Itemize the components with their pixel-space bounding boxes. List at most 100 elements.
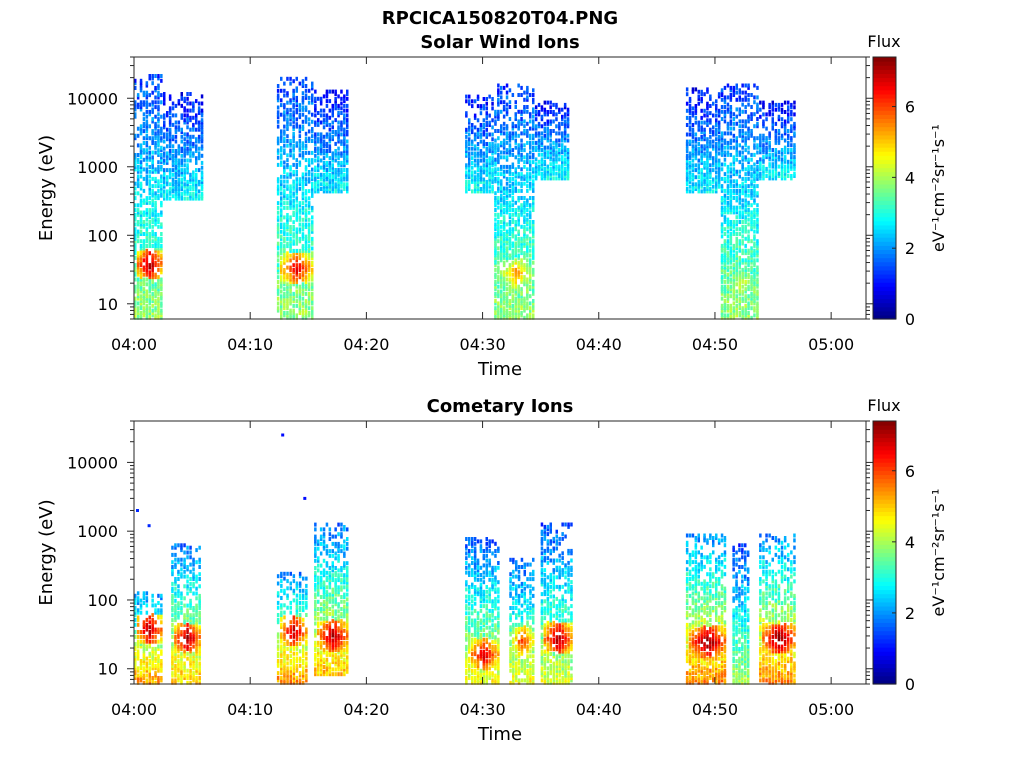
flux-cell <box>497 167 500 172</box>
flux-cell <box>756 174 759 179</box>
flux-cell <box>697 179 700 184</box>
flux-cell <box>543 129 547 133</box>
flux-cell <box>744 176 747 181</box>
flux-cell <box>154 100 157 105</box>
flux-cell <box>476 182 480 187</box>
flux-cell <box>726 279 730 284</box>
flux-cell <box>283 81 286 86</box>
flux-cell <box>301 244 305 249</box>
flux-cell <box>750 265 753 270</box>
flux-cell <box>157 299 160 303</box>
flux-cell <box>735 306 738 311</box>
flux-cell <box>505 301 509 306</box>
flux-cell <box>517 222 520 227</box>
flux-cell <box>706 170 709 175</box>
flux-cell <box>566 107 570 112</box>
colorbar-tick-label: 2 <box>905 239 915 258</box>
flux-cell <box>549 150 552 155</box>
flux-cell <box>292 220 295 225</box>
flux-cell <box>712 177 715 182</box>
flux-cell <box>136 93 140 98</box>
flux-cell <box>180 177 183 182</box>
flux-cell <box>723 255 727 260</box>
flux-cell <box>473 182 477 187</box>
flux-cell <box>747 97 750 102</box>
flux-cell <box>747 160 750 165</box>
flux-cell <box>491 184 494 189</box>
flux-cell <box>517 220 520 224</box>
flux-cell <box>286 127 289 131</box>
flux-cell <box>183 146 186 151</box>
flux-cell <box>494 208 497 212</box>
flux-cell <box>549 138 552 143</box>
flux-cell <box>195 196 198 201</box>
flux-cell <box>720 267 724 272</box>
flux-cell <box>331 177 334 182</box>
flux-cell <box>157 277 160 282</box>
flux-cell <box>511 253 515 258</box>
flux-cell <box>747 263 750 268</box>
flux-cell <box>151 117 154 122</box>
flux-cell <box>319 137 323 142</box>
flux-cell <box>753 279 756 284</box>
flux-cell <box>298 248 302 253</box>
flux-cell <box>337 106 340 111</box>
flux-cell <box>738 227 741 232</box>
flux-cell <box>479 111 483 116</box>
flux-cell <box>189 191 192 196</box>
flux-cell <box>523 308 526 313</box>
flux-cell <box>286 213 289 217</box>
colorbar-segment <box>873 57 896 62</box>
flux-cell <box>325 92 329 96</box>
flux-cell <box>337 125 340 130</box>
flux-cell <box>174 139 178 144</box>
colorbar-segment <box>873 93 896 99</box>
flux-cell <box>780 117 784 122</box>
flux-cell <box>276 177 280 182</box>
flux-cell <box>168 151 172 156</box>
flux-cell <box>762 150 765 155</box>
flux-cell <box>157 284 160 289</box>
flux-cell <box>720 186 724 191</box>
flux-cell <box>197 168 201 173</box>
flux-cell <box>476 104 480 109</box>
colorbar-segment <box>873 69 896 74</box>
flux-cell <box>497 117 500 121</box>
flux-cell <box>276 201 280 206</box>
flux-cell <box>726 289 730 294</box>
flux-cell <box>537 131 541 136</box>
flux-cell <box>540 159 544 164</box>
flux-cell <box>726 83 730 88</box>
flux-cell <box>171 184 175 189</box>
flux-cell <box>514 270 517 275</box>
flux-cell <box>762 138 765 143</box>
flux-cell <box>174 187 178 192</box>
flux-cell <box>311 81 314 86</box>
colorbar-segment <box>873 249 896 255</box>
flux-cell <box>543 162 547 167</box>
flux-cell <box>311 263 314 268</box>
flux-cell <box>526 246 529 251</box>
flux-cell <box>549 162 552 167</box>
flux-cell <box>276 112 280 117</box>
flux-cell <box>520 167 523 172</box>
flux-cell <box>160 193 163 198</box>
flux-cell <box>750 164 753 169</box>
flux-cell <box>314 141 317 146</box>
flux-cell <box>511 212 515 217</box>
flux-cell <box>139 315 143 320</box>
flux-cell <box>735 308 738 313</box>
flux-cell <box>145 179 149 184</box>
flux-cell <box>777 138 781 143</box>
flux-cell <box>735 227 738 232</box>
flux-cell <box>520 313 523 318</box>
flux-cell <box>145 124 149 129</box>
flux-cell <box>529 174 532 179</box>
flux-cell <box>732 270 736 275</box>
flux-cell <box>298 115 302 120</box>
flux-cell <box>526 241 529 246</box>
flux-cell <box>697 120 700 125</box>
flux-cell <box>750 114 753 119</box>
flux-cell <box>136 143 140 148</box>
flux-cell <box>741 272 744 277</box>
